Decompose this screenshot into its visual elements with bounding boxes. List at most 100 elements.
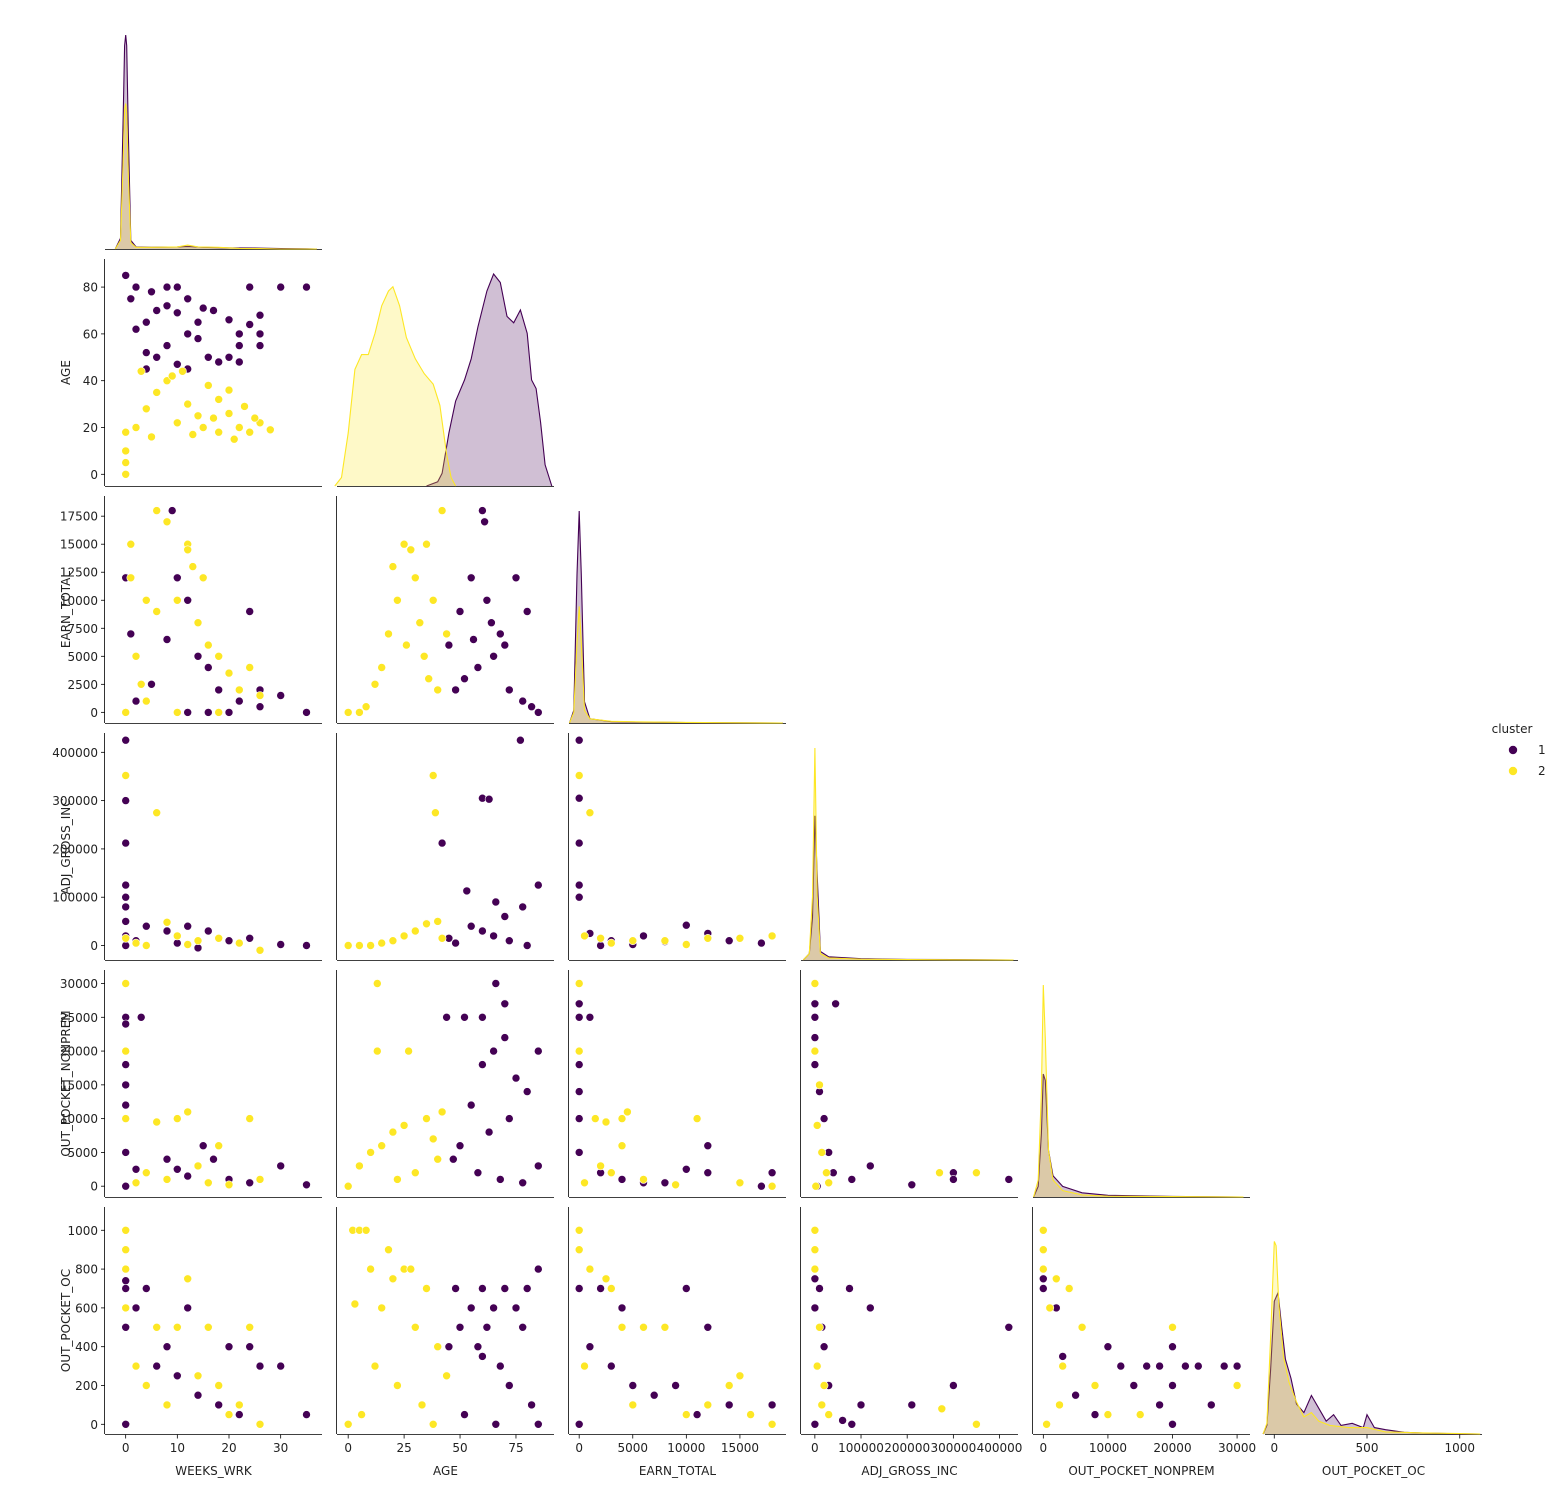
point-cluster-1 xyxy=(437,838,447,848)
point-cluster-1 xyxy=(121,1276,130,1285)
point-cluster-2 xyxy=(121,1226,130,1235)
x-tick-label: 30000 xyxy=(1218,1441,1256,1455)
point-cluster-1 xyxy=(466,573,476,583)
point-cluster-2 xyxy=(810,1226,820,1235)
point-cluster-1 xyxy=(522,1284,532,1293)
point-cluster-2 xyxy=(1039,1245,1048,1254)
point-cluster-2 xyxy=(404,1046,413,1056)
point-cluster-2 xyxy=(937,1404,947,1414)
kde-out-pocket-nonprem xyxy=(1033,984,1244,1198)
point-cluster-1 xyxy=(121,838,130,848)
point-cluster-2 xyxy=(377,663,387,672)
x-tick-label: 25 xyxy=(396,1441,411,1455)
point-cluster-1 xyxy=(847,1175,857,1184)
point-cluster-2 xyxy=(162,517,172,527)
panel-age-vs-weeks-wrk: 0 20 40 60 80 AGE xyxy=(59,259,322,487)
point-cluster-1 xyxy=(522,607,532,616)
kde-fill-cluster-2 xyxy=(1263,1241,1481,1434)
point-cluster-1 xyxy=(466,1303,476,1313)
y-tick-label: 100000 xyxy=(52,891,98,905)
point-cluster-2 xyxy=(377,938,387,948)
kde-earn-total xyxy=(568,510,783,724)
point-cluster-1 xyxy=(460,674,469,684)
point-cluster-1 xyxy=(131,282,141,292)
point-cluster-2 xyxy=(810,1046,820,1056)
point-cluster-1 xyxy=(126,629,136,639)
point-cluster-1 xyxy=(235,357,244,367)
point-cluster-1 xyxy=(585,1342,595,1351)
point-cluster-1 xyxy=(224,315,234,325)
kde-line-cluster-1 xyxy=(1033,1073,1244,1198)
point-cluster-2 xyxy=(815,1323,824,1332)
point-cluster-1 xyxy=(444,1342,454,1351)
point-cluster-2 xyxy=(606,1168,616,1177)
point-cluster-2 xyxy=(188,562,198,571)
point-cluster-2 xyxy=(235,1400,244,1410)
point-cluster-1 xyxy=(173,1165,182,1174)
x-tick-label: 0 xyxy=(811,1441,819,1455)
point-cluster-1 xyxy=(121,1100,130,1110)
point-cluster-2 xyxy=(204,640,213,650)
point-cluster-2 xyxy=(388,936,398,946)
point-cluster-1 xyxy=(500,1284,510,1293)
point-cluster-1 xyxy=(482,595,492,605)
point-cluster-1 xyxy=(1155,1361,1164,1371)
point-cluster-2 xyxy=(703,933,713,943)
point-cluster-1 xyxy=(856,1400,866,1410)
point-cluster-1 xyxy=(224,708,234,717)
point-cluster-1 xyxy=(489,931,498,941)
y-tick-label: 600 xyxy=(75,1301,98,1315)
point-cluster-1 xyxy=(121,880,130,890)
point-cluster-1 xyxy=(907,1180,917,1190)
point-cluster-2 xyxy=(1090,1381,1100,1390)
x-tick-label: 0 xyxy=(1040,1441,1048,1455)
point-cluster-2 xyxy=(136,679,146,689)
point-cluster-1 xyxy=(1219,1361,1229,1371)
point-cluster-2 xyxy=(433,1342,443,1351)
point-cluster-2 xyxy=(406,1264,416,1274)
kde-fill-cluster-2 xyxy=(569,606,783,723)
point-cluster-2 xyxy=(377,1303,387,1313)
point-cluster-2 xyxy=(393,595,402,605)
point-cluster-2 xyxy=(681,1410,691,1419)
point-cluster-1 xyxy=(1039,1274,1048,1284)
point-cluster-2 xyxy=(183,940,192,949)
point-cluster-2 xyxy=(121,1114,130,1123)
point-cluster-2 xyxy=(428,595,438,605)
kde-fill-cluster-1 xyxy=(1263,1292,1481,1434)
x-axis-label: EARN_TOTAL xyxy=(639,1464,716,1478)
scatter-out-pocket-nonprem-vs-age xyxy=(343,979,543,1191)
point-cluster-1 xyxy=(214,357,223,367)
panel-out-pocket-nonprem-vs-earn-total xyxy=(568,970,786,1198)
point-cluster-1 xyxy=(214,685,223,695)
point-cluster-1 xyxy=(448,1154,458,1164)
x-axis-label: OUT_POCKET_NONPREM xyxy=(1068,1464,1214,1478)
point-cluster-1 xyxy=(235,329,244,339)
point-cluster-1 xyxy=(193,943,203,953)
point-cluster-1 xyxy=(245,1178,254,1188)
point-cluster-2 xyxy=(240,402,249,411)
kde-line-cluster-2 xyxy=(114,103,317,250)
legend-marker-cluster-1 xyxy=(1508,745,1518,755)
point-cluster-2 xyxy=(121,427,130,437)
point-cluster-2 xyxy=(224,385,234,395)
point-cluster-2 xyxy=(224,668,234,678)
kde-adj-gross-inc xyxy=(802,747,1014,961)
point-cluster-2 xyxy=(173,595,182,605)
point-cluster-1 xyxy=(162,1342,172,1351)
point-cluster-1 xyxy=(681,1165,691,1174)
point-cluster-2 xyxy=(188,430,198,439)
point-cluster-2 xyxy=(735,933,745,943)
point-cluster-1 xyxy=(504,1114,514,1123)
y-axis-label: EARN_TOTAL xyxy=(59,571,73,648)
point-cluster-2 xyxy=(824,1178,834,1188)
point-cluster-1 xyxy=(183,708,192,717)
scatter-out-pocket-oc-vs-out-pocket-nonprem xyxy=(1039,1226,1242,1429)
point-cluster-1 xyxy=(276,1161,286,1171)
point-cluster-2 xyxy=(972,1420,981,1429)
point-cluster-2 xyxy=(811,1181,821,1191)
point-cluster-1 xyxy=(276,1361,286,1371)
point-cluster-1 xyxy=(478,1060,487,1069)
x-tick-label: 1000 xyxy=(1444,1441,1475,1455)
point-cluster-2 xyxy=(810,1264,820,1274)
